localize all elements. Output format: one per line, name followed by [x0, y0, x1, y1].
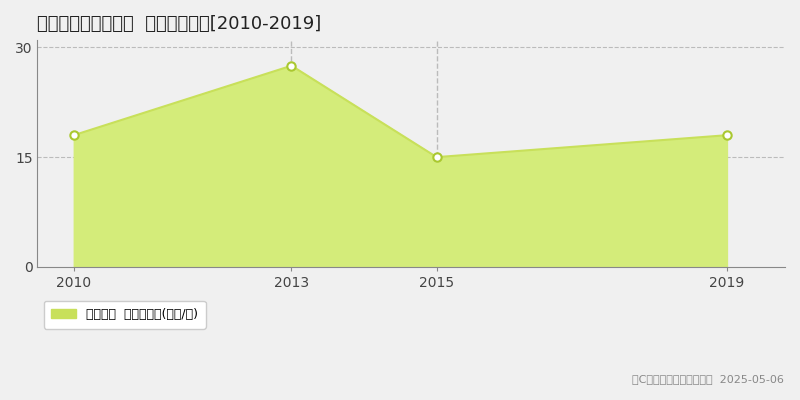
Text: （C）土地価格ドットコム  2025-05-06: （C）土地価格ドットコム 2025-05-06 — [632, 374, 784, 384]
Legend: 土地価格  平均坪単価(万円/坪): 土地価格 平均坪単価(万円/坪) — [44, 301, 206, 329]
Text: 各務原市那加甥田町  土地価格推移[2010-2019]: 各務原市那加甥田町 土地価格推移[2010-2019] — [38, 15, 322, 33]
